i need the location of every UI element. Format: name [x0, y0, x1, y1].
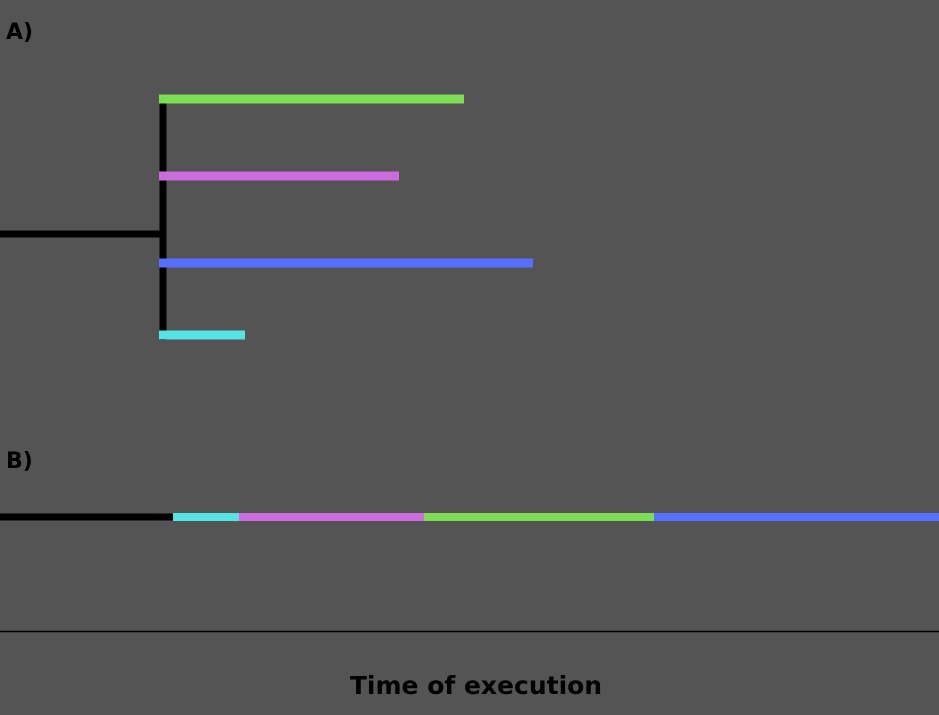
panel-b-label: B)	[6, 449, 33, 474]
panel-a-label: A)	[6, 20, 34, 45]
time-axis-label: Time of execution	[350, 671, 602, 700]
